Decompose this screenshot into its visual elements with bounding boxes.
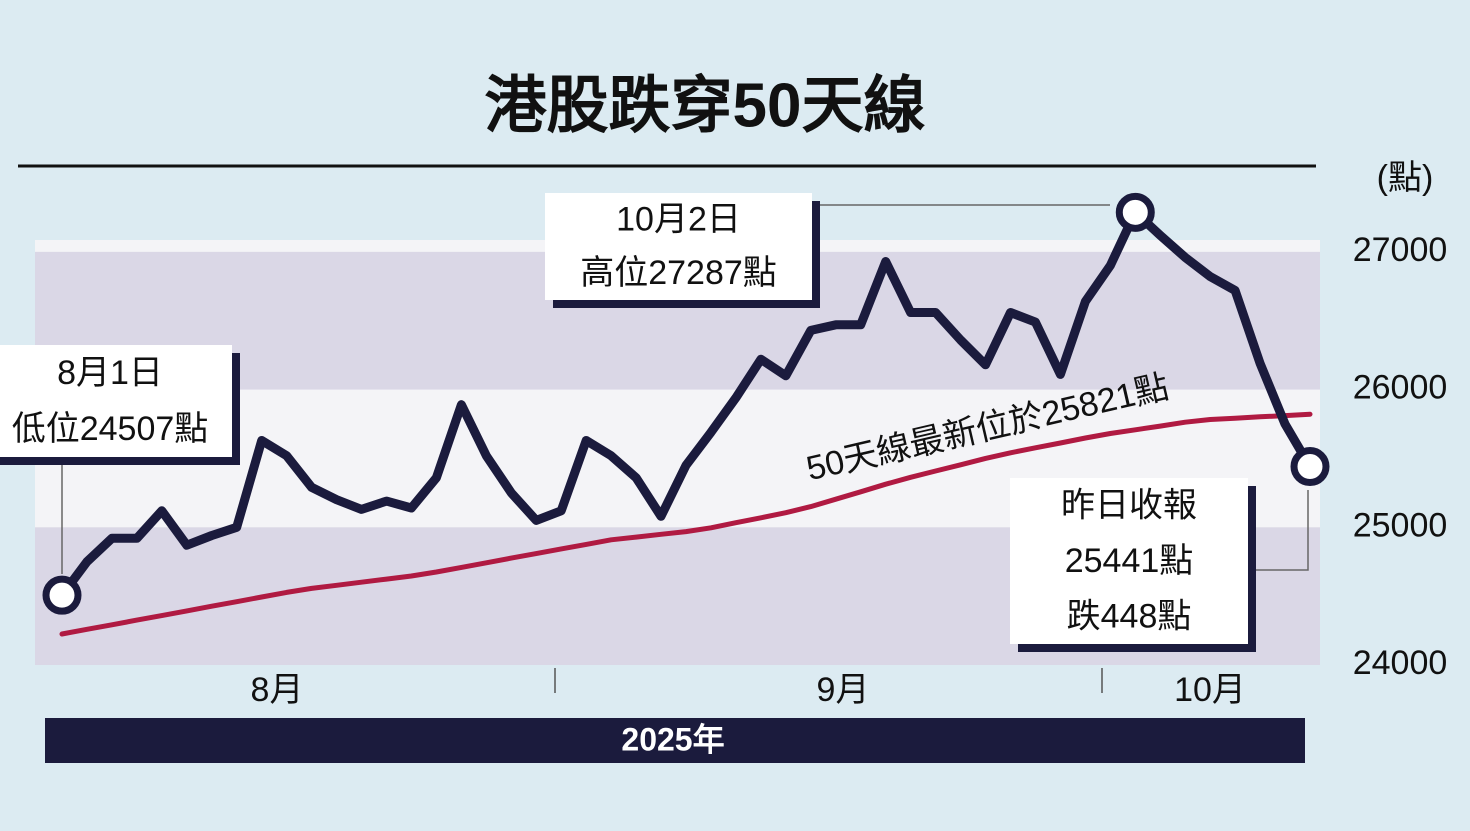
y-tick-label: 26000: [1353, 369, 1448, 407]
annotation-box: [1010, 478, 1248, 644]
plot: [57, 207, 1315, 637]
connector: [1248, 490, 1309, 571]
year-bar: [45, 718, 1305, 763]
annotation-text: 低位24507點: [12, 410, 209, 448]
x-tick-label: 8月: [251, 671, 304, 709]
annotation-text: 10月2日: [616, 201, 741, 239]
x-tick-label: 9月: [817, 671, 870, 709]
year-label: 2025年: [621, 721, 724, 757]
y-tick-label: 27000: [1353, 231, 1448, 269]
point-marker: [1115, 192, 1155, 232]
y-tick-label: 24000: [1353, 644, 1448, 682]
x-tick-label: 10月: [1174, 671, 1246, 709]
point-marker: [1290, 447, 1330, 487]
annotation-text: 昨日收報: [1061, 487, 1197, 525]
index-line: [57, 207, 1315, 600]
annotation-text: 跌448點: [1067, 597, 1192, 635]
annotation-box: [545, 193, 812, 300]
annotation-text: 8月1日: [57, 354, 163, 392]
annotation-text: 25441點: [1065, 542, 1194, 580]
chart-title: 港股跌穿50天線: [485, 71, 926, 140]
point-marker: [42, 575, 82, 615]
y-tick-label: 25000: [1353, 506, 1448, 544]
annotation-box: [0, 345, 232, 457]
annotation-text: 高位27287點: [580, 254, 777, 292]
ma-line: [59, 411, 1313, 637]
unit-label: (點): [1377, 159, 1434, 197]
